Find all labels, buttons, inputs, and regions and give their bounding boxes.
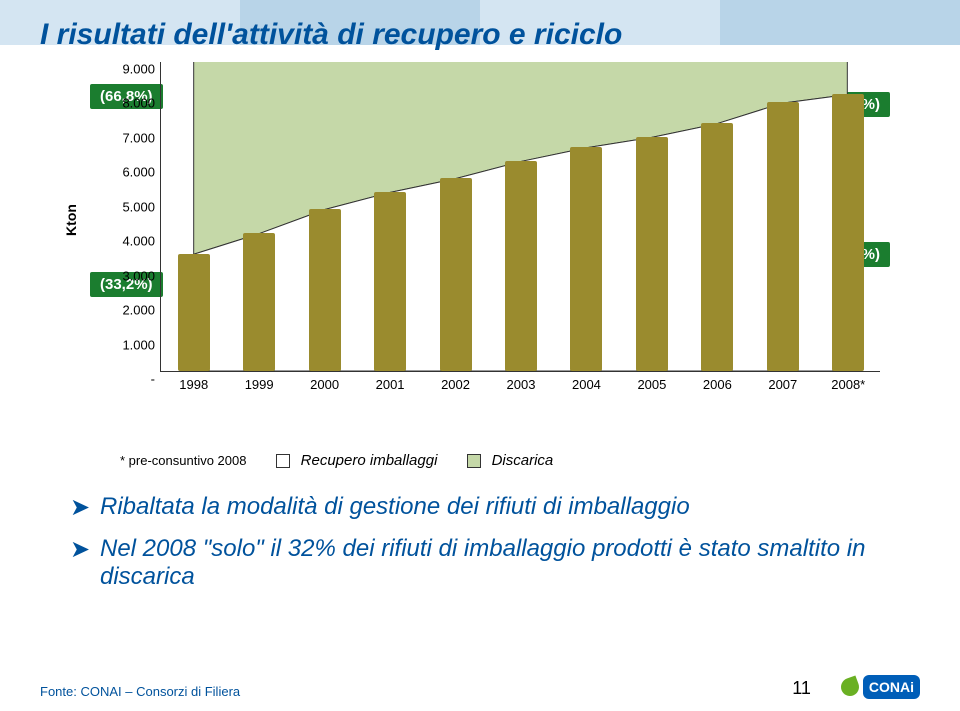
y-tick: - <box>151 372 155 387</box>
page-title: I risultati dell'attività di recupero e … <box>40 18 920 52</box>
recupero-bar <box>374 192 406 371</box>
x-tick: 2006 <box>687 377 747 392</box>
recupero-bar <box>701 123 733 371</box>
recupero-bar <box>636 137 668 371</box>
x-tick: 1999 <box>229 377 289 392</box>
footer: Fonte: CONAI – Consorzi di Filiera 11 CO… <box>40 675 920 699</box>
y-axis-label: Kton <box>63 204 79 236</box>
logo-leaf-icon <box>838 675 861 698</box>
recupero-bar <box>309 209 341 371</box>
logo-text: CONAi <box>863 675 920 699</box>
preconsuntivo-note: * pre-consuntivo 2008 <box>120 453 246 468</box>
footer-source: Fonte: CONAI – Consorzi di Filiera <box>40 684 240 699</box>
recupero-bar <box>570 147 602 371</box>
y-tick: 2.000 <box>122 303 155 318</box>
y-tick: 9.000 <box>122 62 155 77</box>
bullet-item: Nel 2008 "solo" il 32% dei rifiuti di im… <box>100 535 920 591</box>
x-tick: 2003 <box>491 377 551 392</box>
swatch-discarica <box>467 454 481 468</box>
conai-logo: CONAi <box>841 675 920 699</box>
y-tick: 5.000 <box>122 199 155 214</box>
legend-discarica: Discarica <box>467 452 553 469</box>
x-tick: 2004 <box>556 377 616 392</box>
slide-content: I risultati dell'attività di recupero e … <box>0 0 960 711</box>
recupero-bar <box>178 254 210 371</box>
bullet-item: Ribaltata la modalità di gestione dei ri… <box>100 493 920 521</box>
y-tick: 1.000 <box>122 337 155 352</box>
recupero-bar <box>505 161 537 371</box>
x-tick: 2005 <box>622 377 682 392</box>
y-tick: 8.000 <box>122 96 155 111</box>
recupero-bar <box>767 102 799 371</box>
recupero-bar <box>832 94 864 371</box>
recupero-bar <box>243 233 275 371</box>
swatch-recupero <box>276 454 290 468</box>
chart-container: Kton (66,8%) (33,2%) (69,7%) (30,3%) -1.… <box>110 62 880 402</box>
y-tick: 3.000 <box>122 268 155 283</box>
x-tick: 2002 <box>426 377 486 392</box>
legend-row: * pre-consuntivo 2008 Recupero imballagg… <box>120 452 920 469</box>
x-tick: 2008* <box>818 377 878 392</box>
y-tick: 7.000 <box>122 130 155 145</box>
y-tick: 6.000 <box>122 165 155 180</box>
recupero-bar <box>440 178 472 371</box>
legend-recupero-label: Recupero imballaggi <box>301 452 438 469</box>
x-tick: 1998 <box>164 377 224 392</box>
legend-recupero: Recupero imballaggi <box>276 452 437 469</box>
bullet-list: Ribaltata la modalità di gestione dei ri… <box>100 493 920 591</box>
x-tick: 2001 <box>360 377 420 392</box>
x-tick: 2000 <box>295 377 355 392</box>
page-number: 11 <box>792 678 811 699</box>
y-tick: 4.000 <box>122 234 155 249</box>
plot-area: -1.0002.0003.0004.0005.0006.0007.0008.00… <box>160 62 880 372</box>
legend-discarica-label: Discarica <box>492 452 554 469</box>
x-tick: 2007 <box>753 377 813 392</box>
